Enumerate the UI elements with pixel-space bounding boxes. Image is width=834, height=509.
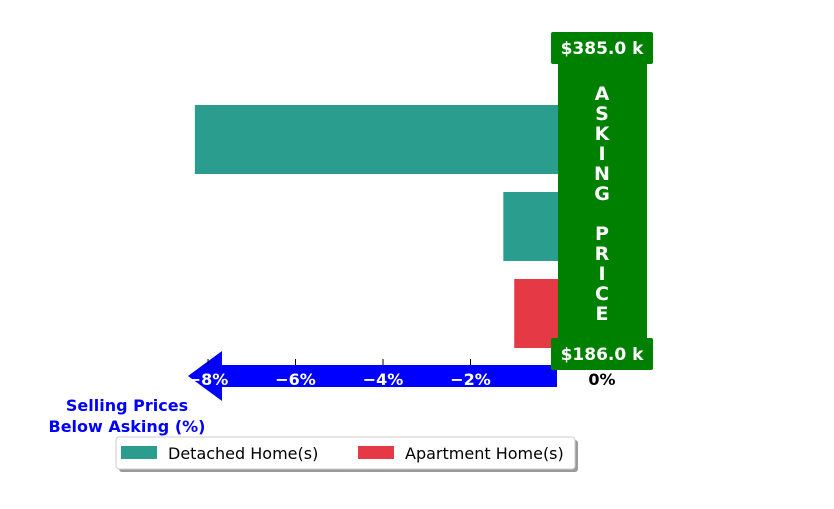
banner-letter: E	[596, 303, 609, 325]
max-price-box	[551, 32, 653, 64]
banner-letter: I	[598, 143, 605, 165]
bar-detached-0	[194, 105, 558, 174]
x-tick-label: −6%	[275, 370, 316, 389]
x-tick-label: −2%	[450, 370, 491, 389]
x-axis-arrow	[188, 351, 557, 401]
bar-detached-1	[503, 192, 558, 261]
x-tick-label-zero: 0%	[588, 370, 615, 389]
banner-letter: S	[595, 103, 609, 125]
banner-letter: P	[595, 223, 609, 245]
legend-label-detached: Detached Home(s)	[168, 444, 318, 463]
min-price-label: $186.0 k	[561, 345, 645, 365]
legend-frame	[115, 436, 576, 470]
max-price-label: $385.0 k	[561, 39, 645, 59]
banner-letter: C	[595, 283, 609, 305]
x-tick-label: −4%	[363, 370, 404, 389]
min-price-box	[551, 338, 653, 370]
legend-label-apartment: Apartment Home(s)	[405, 444, 564, 463]
legend: Detached Home(s) Apartment Home(s)	[115, 436, 578, 472]
x-tick-label: −8%	[188, 370, 229, 389]
banner-letter: K	[595, 123, 611, 145]
banner-letter: G	[594, 183, 610, 205]
bars-layer	[194, 105, 558, 348]
bar-apartment-0	[514, 279, 558, 348]
asking-price-banner-rect	[558, 58, 647, 347]
legend-swatch-apartment	[358, 446, 394, 459]
banner-letter: R	[595, 243, 610, 265]
banner-letter: I	[598, 263, 605, 285]
legend-swatch-detached	[121, 446, 157, 459]
banner-letter: A	[595, 83, 610, 105]
x-axis-title: Selling Prices Below Asking (%)	[49, 396, 206, 436]
banner-letter: N	[594, 163, 610, 185]
x-axis-ticks: −8% −6% −4% −2%	[188, 359, 491, 389]
legend-entries: Detached Home(s) Apartment Home(s)	[121, 444, 564, 463]
